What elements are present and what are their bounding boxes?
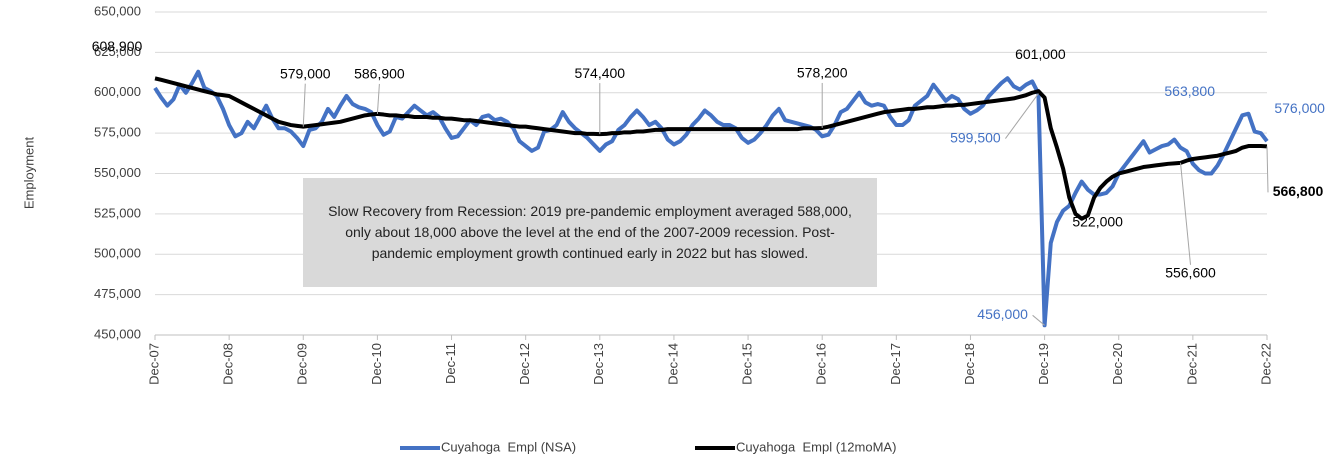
y-tick-label: 650,000	[94, 3, 141, 18]
leader-line	[376, 83, 380, 114]
leader-line	[1180, 162, 1192, 265]
y-tick-label: 450,000	[94, 326, 141, 341]
x-tick-label: Dec-19	[1036, 343, 1051, 385]
x-tick-label: Dec-22	[1258, 343, 1273, 385]
x-tick-label: Dec-17	[888, 343, 903, 385]
legend-label: Cuyahoga Empl (12moMA)	[736, 439, 896, 454]
data-label: 456,000	[977, 306, 1028, 322]
leader-line	[1005, 93, 1039, 139]
x-tick-label: Dec-18	[962, 343, 977, 385]
x-tick-label: Dec-13	[591, 343, 606, 385]
y-tick-label: 500,000	[94, 246, 141, 261]
data-label: 579,000	[280, 65, 331, 81]
leader-line	[1032, 314, 1045, 326]
data-label: 601,000	[1015, 46, 1066, 62]
x-tick-label: Dec-09	[295, 343, 310, 385]
data-label: 574,400	[574, 65, 625, 81]
annotation-box: Slow Recovery from Recession: 2019 pre-p…	[303, 178, 877, 287]
data-label: 599,500	[950, 129, 1001, 145]
x-tick-label: Dec-20	[1110, 343, 1125, 385]
y-tick-label: 625,000	[94, 44, 141, 59]
x-tick-label: Dec-11	[443, 343, 458, 384]
data-label: 556,600	[1165, 265, 1216, 281]
y-tick-label: 475,000	[94, 286, 141, 301]
data-label: 576,000	[1274, 100, 1325, 116]
y-tick-label: 550,000	[94, 165, 141, 180]
x-tick-label: Dec-10	[369, 343, 384, 385]
data-label: 586,900	[354, 66, 405, 82]
y-tick-label: 525,000	[94, 205, 141, 220]
x-tick-label: Dec-08	[221, 343, 236, 385]
data-label: 563,800	[1164, 83, 1215, 99]
x-tick-label: Dec-12	[517, 343, 532, 385]
data-label: 522,000	[1072, 213, 1123, 229]
data-label: 578,200	[797, 65, 848, 81]
leader-line	[1266, 146, 1269, 193]
y-tick-label: 575,000	[94, 125, 141, 140]
x-tick-label: Dec-15	[740, 343, 755, 385]
data-label: 608,900	[92, 38, 143, 54]
y-tick-label: 600,000	[94, 84, 141, 99]
x-tick-label: Dec-14	[665, 343, 680, 385]
leader-line	[302, 83, 306, 127]
legend-label: Cuyahoga Empl (NSA)	[441, 439, 576, 454]
y-axis-label: Employment	[21, 136, 36, 209]
data-label: 566,800	[1273, 183, 1324, 199]
series-line	[153, 69, 1269, 328]
series-line	[154, 76, 1268, 221]
x-tick-label: Dec-16	[814, 343, 829, 385]
x-tick-label: Dec-07	[146, 343, 161, 385]
x-tick-label: Dec-21	[1184, 343, 1199, 385]
